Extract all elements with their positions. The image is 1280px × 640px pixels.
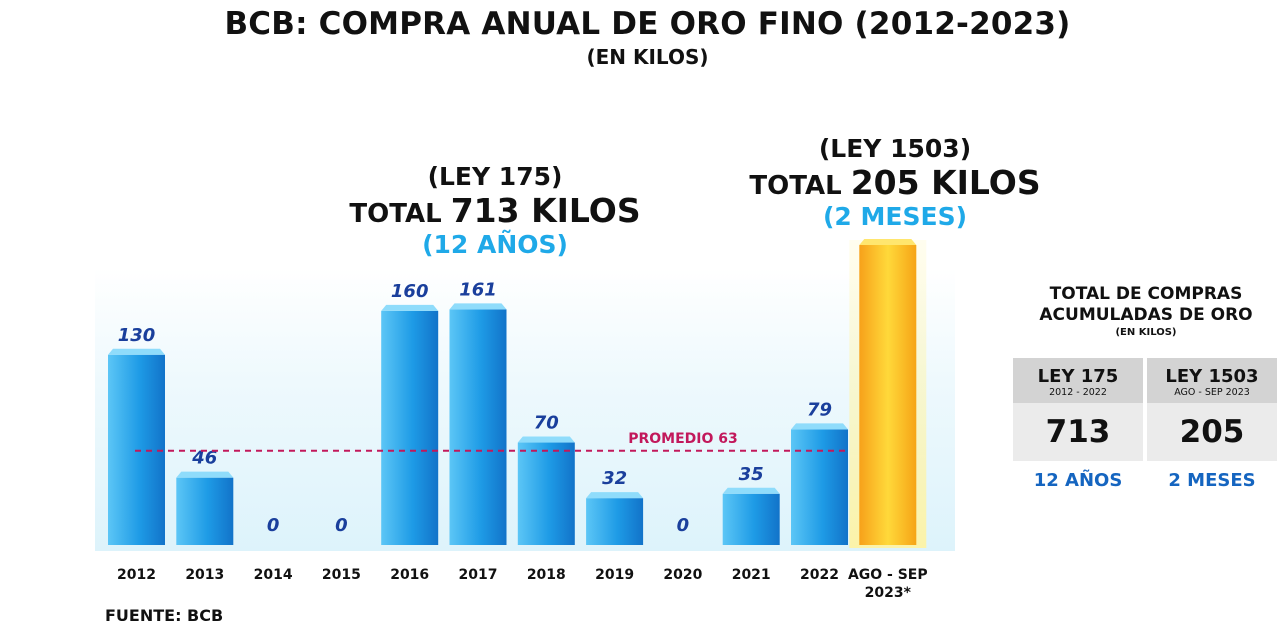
summary-column-ley-175: LEY 175 2012 - 2022 713 12 AÑOS (1013, 358, 1143, 491)
bar (859, 245, 917, 545)
summary-column-name: LEY 1503 (1165, 366, 1259, 387)
bar-top-bevel (791, 423, 848, 430)
bar (381, 310, 439, 545)
x-tick-label: 2014 (254, 567, 293, 583)
summary-panel-title: TOTAL DE COMPRAS ACUMULADAS DE ORO (1012, 284, 1280, 326)
bar (517, 442, 575, 545)
summary-column-name: LEY 175 (1037, 366, 1119, 387)
bar-value-label: 0 (267, 515, 280, 536)
bar-value-label: 79 (807, 399, 832, 420)
summary-column-header: LEY 175 2012 - 2022 (1013, 358, 1143, 403)
summary-column-label: 12 AÑOS (1033, 470, 1123, 491)
x-tick-label: 2023* (865, 585, 912, 601)
bar-top-bevel (517, 436, 575, 443)
bar-top-bevel (449, 303, 507, 310)
bar-value-label: 70 (534, 413, 559, 434)
callout-ley-175-total-prefix: TOTAL (349, 199, 442, 229)
x-tick-label: 2019 (595, 567, 634, 583)
x-tick-label: 2015 (322, 567, 361, 583)
callout-ley-175: (LEY 175) TOTAL 713 KILOS (12 AÑOS) (330, 162, 660, 259)
summary-column-ley-1503: LEY 1503 AGO - SEP 2023 205 2 MESES (1147, 358, 1277, 491)
callout-ley-175-total: TOTAL 713 KILOS (330, 191, 660, 230)
bar (176, 477, 234, 545)
average-label: PROMEDIO 63 (628, 431, 738, 447)
chart-title: BCB: COMPRA ANUAL DE ORO FINO (2012-2023… (224, 6, 1071, 42)
x-tick-label: 2022 (800, 567, 839, 583)
summary-column-range: 2012 - 2022 (1049, 387, 1107, 398)
callout-ley-1503-law: (LEY 1503) (818, 134, 972, 163)
bar-value-label: 161 (459, 279, 497, 300)
summary-panel-title-line2: ACUMULADAS DE ORO (1039, 305, 1253, 325)
bar-top-bevel (176, 471, 234, 478)
callout-ley-1503-period: (2 MESES) (823, 202, 967, 231)
bar-value-label: 0 (335, 515, 348, 536)
bar-top-bevel (586, 492, 644, 499)
bar-value-label: 130 (118, 325, 156, 346)
x-tick-label: 2021 (732, 567, 771, 583)
chart-subtitle: (EN KILOS) (586, 45, 709, 69)
callout-ley-1503-total: TOTAL 205 KILOS (730, 163, 1060, 202)
x-tick-label: AGO - SEP (848, 567, 928, 583)
callout-ley-1503-total-value: 205 KILOS (850, 163, 1041, 202)
bar (586, 498, 644, 545)
bar-value-label: 32 (602, 468, 627, 489)
summary-column-value: 713 (1013, 403, 1143, 461)
callout-ley-1503-total-prefix: TOTAL (749, 171, 842, 201)
bar-value-label: 46 (191, 448, 217, 469)
x-tick-label: 2020 (663, 567, 702, 583)
bar (791, 429, 848, 545)
x-tick-label: 2016 (390, 567, 429, 583)
callout-ley-175-period: (12 AÑOS) (422, 230, 568, 259)
summary-column-header: LEY 1503 AGO - SEP 2023 (1147, 358, 1277, 403)
bar (722, 493, 780, 545)
callout-ley-175-law: (LEY 175) (427, 162, 563, 191)
bar-top-bevel (108, 348, 165, 355)
x-tick-label: 2012 (117, 567, 156, 583)
bar-value-label: 160 (391, 281, 429, 302)
bar (449, 309, 507, 545)
x-tick-label: 2018 (527, 567, 566, 583)
summary-column-range: AGO - SEP 2023 (1174, 387, 1250, 398)
summary-panel-title-line1: TOTAL DE COMPRAS (1049, 284, 1243, 304)
bar-top-bevel (722, 487, 780, 494)
x-tick-label: 2013 (185, 567, 224, 583)
summary-panel-unit: (EN KILOS) (1115, 327, 1177, 338)
bar-top-bevel (859, 239, 917, 245)
bar-top-bevel (381, 304, 439, 311)
callout-ley-1503: (LEY 1503) TOTAL 205 KILOS (2 MESES) (730, 134, 1060, 231)
x-tick-label: 2017 (459, 567, 498, 583)
bar-chart: 130 2012 46 2013 0 2014 0 2015 160 2016 161 2017 70 2… (108, 239, 928, 601)
summary-column-value: 205 (1147, 403, 1277, 461)
summary-column-label: 2 MESES (1168, 470, 1256, 491)
bar-value-label: 0 (677, 515, 690, 536)
callout-ley-175-total-value: 713 KILOS (450, 191, 641, 230)
source-note: FUENTE: BCB (105, 606, 224, 625)
bar-value-label: 35 (739, 464, 764, 485)
